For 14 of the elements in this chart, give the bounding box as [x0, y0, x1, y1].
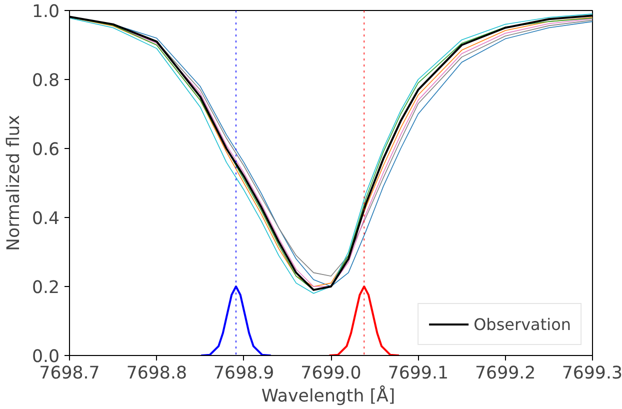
y-tick-label: 0.6 — [32, 140, 60, 160]
x-tick-label: 7699.0 — [300, 364, 362, 384]
y-axis-title: Normalized flux — [4, 115, 24, 251]
x-tick-label: 7699.1 — [388, 364, 448, 384]
y-tick-label: 0.8 — [32, 71, 60, 91]
y-tick-label: 0.2 — [32, 278, 60, 298]
x-tick-label: 7699.2 — [475, 364, 536, 384]
x-tick-label: 7698.9 — [214, 364, 274, 384]
legend-label: Observation — [474, 314, 571, 334]
y-tick-label: 1.0 — [32, 2, 60, 22]
x-tick-label: 7698.8 — [126, 364, 187, 384]
y-tick-label: 0.4 — [32, 209, 60, 229]
x-tick-label: 7699.3 — [562, 364, 622, 384]
x-axis-title: Wavelength [Å] — [261, 384, 396, 406]
